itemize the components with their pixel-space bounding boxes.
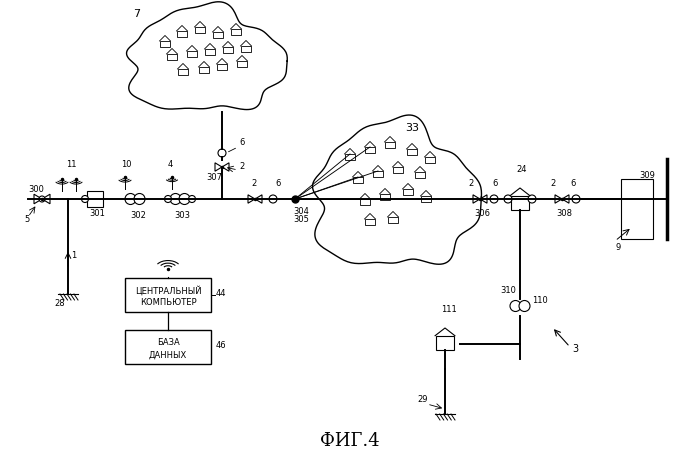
Circle shape (519, 301, 530, 312)
Text: 2: 2 (550, 179, 555, 187)
Bar (177, 32, 187, 37)
Text: ЦЕНТРАЛЬНЫЙ: ЦЕНТРАЛЬНЫЙ (135, 285, 201, 295)
Bar (393, 167, 403, 173)
Text: 29: 29 (417, 394, 428, 403)
Bar (125, 330, 211, 364)
Bar (365, 219, 375, 225)
Circle shape (125, 194, 136, 205)
Bar (388, 217, 398, 223)
Text: 309: 309 (639, 171, 655, 180)
Text: 6: 6 (239, 138, 245, 147)
Text: 44: 44 (216, 288, 226, 298)
Text: 304: 304 (293, 207, 309, 216)
Bar (241, 47, 251, 52)
Circle shape (269, 196, 277, 203)
Text: 6: 6 (275, 179, 280, 187)
Text: 302: 302 (130, 211, 146, 219)
Text: 6: 6 (492, 179, 498, 187)
Text: 2: 2 (251, 179, 257, 187)
Text: 10: 10 (121, 160, 131, 169)
Text: ФИГ.4: ФИГ.4 (320, 431, 380, 449)
Bar (436, 336, 454, 350)
Bar (195, 28, 205, 33)
Bar (125, 278, 211, 312)
Text: 11: 11 (66, 160, 76, 169)
Circle shape (179, 194, 190, 205)
Text: 300: 300 (28, 185, 44, 193)
Text: 3: 3 (572, 343, 578, 353)
Text: 301: 301 (89, 208, 105, 217)
Text: 305: 305 (293, 214, 309, 223)
Text: 303: 303 (174, 211, 190, 219)
Text: 110: 110 (532, 295, 548, 304)
Bar (237, 62, 247, 67)
Circle shape (164, 196, 171, 203)
Text: 24: 24 (516, 165, 526, 174)
Circle shape (39, 197, 45, 202)
Circle shape (189, 196, 196, 203)
Text: 111: 111 (441, 304, 456, 313)
Circle shape (218, 150, 226, 157)
Circle shape (170, 194, 181, 205)
Bar (373, 172, 383, 177)
Text: 7: 7 (133, 9, 140, 19)
Bar (621, 180, 653, 239)
Bar (511, 196, 529, 211)
Circle shape (82, 196, 89, 203)
Text: ДАННЫХ: ДАННЫХ (149, 350, 187, 359)
Bar (345, 155, 355, 160)
Bar (415, 172, 425, 178)
Circle shape (528, 196, 536, 203)
Text: 307: 307 (206, 172, 222, 182)
Circle shape (504, 196, 512, 203)
Circle shape (510, 301, 521, 312)
Text: 4: 4 (168, 160, 173, 169)
Text: 6: 6 (570, 179, 575, 187)
Bar (178, 70, 188, 76)
Text: 2: 2 (468, 179, 473, 187)
Bar (365, 148, 375, 153)
Circle shape (490, 196, 498, 203)
Bar (425, 157, 435, 163)
Text: 306: 306 (474, 208, 490, 217)
Bar (167, 55, 177, 61)
Bar (213, 33, 223, 38)
Text: 308: 308 (556, 208, 572, 217)
Bar (87, 192, 103, 207)
Text: 33: 33 (405, 123, 419, 133)
Text: 1: 1 (71, 250, 76, 259)
Text: КОМПЬЮТЕР: КОМПЬЮТЕР (140, 298, 196, 307)
Text: 5: 5 (24, 214, 29, 223)
Bar (380, 195, 390, 200)
Text: БАЗА: БАЗА (157, 338, 180, 347)
Bar (199, 68, 209, 73)
Text: 310: 310 (500, 285, 516, 294)
Text: 46: 46 (216, 340, 226, 349)
Bar (403, 190, 413, 195)
Text: 9: 9 (615, 243, 620, 252)
Text: 2: 2 (239, 162, 244, 171)
Text: 28: 28 (54, 298, 64, 307)
Bar (160, 42, 170, 47)
Bar (217, 65, 227, 71)
Bar (223, 48, 233, 53)
Bar (385, 143, 395, 148)
Circle shape (572, 196, 580, 203)
Bar (205, 50, 215, 56)
Bar (421, 197, 431, 202)
Bar (231, 30, 241, 35)
Circle shape (134, 194, 145, 205)
Bar (353, 177, 363, 183)
Bar (407, 150, 417, 155)
Bar (360, 200, 370, 205)
Bar (187, 52, 197, 57)
